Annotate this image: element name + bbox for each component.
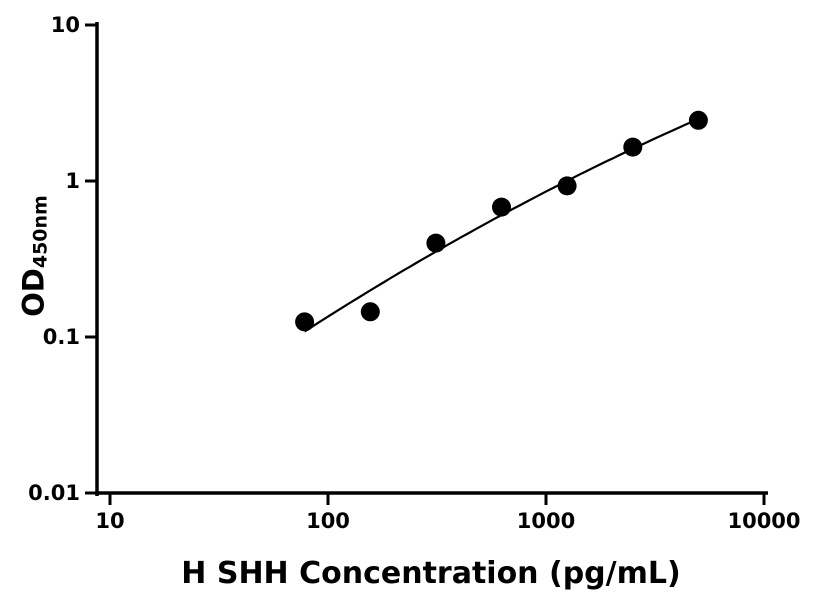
x-tick-label: 10 (95, 509, 124, 533)
x-tick-label: 1000 (517, 509, 575, 533)
y-tick-label: 0.01 (28, 481, 80, 505)
x-axis-title: H SHH Concentration (pg/mL) (181, 556, 681, 591)
y-axis-title-sub: 450nm (29, 195, 52, 269)
y-tick-label: 1 (65, 169, 80, 193)
y-axis-title: OD450nm (16, 195, 51, 317)
data-point (295, 312, 315, 332)
data-point (492, 197, 511, 217)
data-point (623, 137, 643, 157)
y-tick-label: 10 (51, 13, 80, 37)
y-axis-title-main: OD (16, 268, 51, 317)
data-point (360, 302, 380, 322)
data-point (426, 233, 446, 253)
y-tick-label: 0.1 (43, 325, 80, 349)
data-point (557, 176, 577, 196)
data-point (688, 110, 708, 130)
x-tick-label: 100 (306, 509, 350, 533)
x-tick-label: 10000 (727, 509, 800, 533)
